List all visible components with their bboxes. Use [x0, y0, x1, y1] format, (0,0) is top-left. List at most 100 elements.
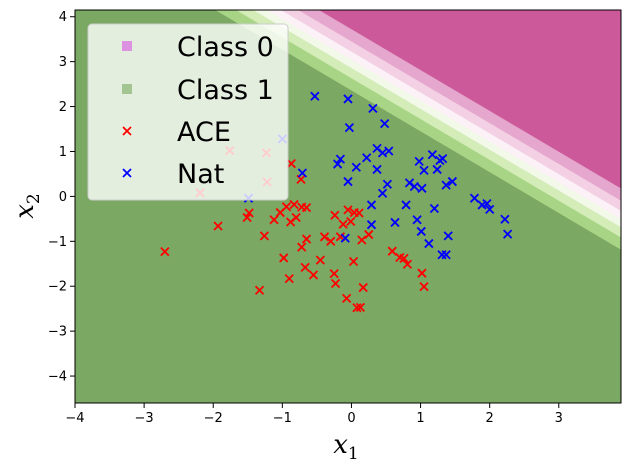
point-nat — [424, 238, 434, 249]
point-nat — [412, 215, 422, 225]
point-nat — [427, 149, 437, 160]
point-ace — [417, 268, 427, 278]
point-nat — [469, 193, 480, 203]
x-tick-label: −3 — [135, 411, 154, 426]
point-ace — [286, 158, 296, 169]
y-axis-label: x2 — [10, 193, 44, 219]
y-axis-label-main: x — [10, 204, 40, 219]
point-nat — [379, 118, 390, 129]
point-nat — [366, 220, 377, 230]
point-nat — [362, 153, 372, 163]
point-ace — [289, 199, 299, 210]
point-nat — [419, 165, 429, 175]
point-ace — [279, 253, 289, 263]
point-ace — [301, 234, 312, 244]
legend-label: Class 1 — [177, 75, 274, 106]
point-ace — [357, 235, 367, 245]
x-axis-label: x1 — [333, 430, 359, 464]
decision-band-5 — [280, 10, 621, 211]
y-tick-label: 3 — [59, 55, 67, 70]
decision-band-3 — [253, 10, 621, 228]
point-nat — [310, 91, 320, 101]
decision-band-7 — [318, 10, 621, 189]
point-ace — [301, 202, 312, 213]
point-nat — [377, 148, 388, 158]
point-nat — [443, 231, 453, 241]
point-ace — [358, 282, 368, 293]
point-nat — [438, 154, 448, 164]
point-nat — [485, 204, 495, 215]
legend: Class 0 Class 1 ACE Nat — [87, 23, 289, 201]
point-nat — [340, 233, 350, 243]
y-tick-label: −4 — [48, 370, 67, 385]
point-ace — [402, 259, 413, 269]
point-ace — [244, 208, 254, 218]
point-ace — [326, 236, 336, 246]
legend-marker-class-0 — [122, 41, 132, 51]
point-ace — [338, 219, 348, 229]
point-nat — [382, 179, 393, 189]
data-points — [160, 91, 513, 313]
y-axis-label-subscript: 2 — [24, 193, 44, 204]
point-nat — [503, 229, 513, 239]
point-ace — [330, 278, 341, 289]
point-nat — [447, 176, 457, 187]
point-nat — [351, 162, 361, 172]
point-nat — [366, 200, 377, 210]
plot-frame — [74, 9, 622, 404]
point-ace — [315, 255, 325, 265]
point-ace — [269, 215, 279, 225]
point-ace — [387, 246, 397, 256]
point-nat — [343, 94, 353, 104]
point-nat — [335, 154, 346, 164]
x-tick-label: −2 — [204, 411, 223, 426]
point-ace — [291, 212, 301, 223]
point-ace — [364, 229, 374, 240]
decision-band-1 — [215, 10, 621, 250]
point-ace — [329, 269, 339, 279]
point-nat — [368, 103, 378, 113]
point-ace — [308, 270, 319, 280]
point-ace — [319, 232, 330, 242]
x-tick-label: 0 — [347, 411, 355, 426]
x-tick-label: −1 — [273, 411, 292, 426]
x-tick-label: 1 — [416, 411, 424, 426]
axis-ticks: −4 −3 −2 −1 0 1 2 3 −4 −3 −2 −1 0 1 2 3 4 — [48, 10, 563, 426]
point-nat — [500, 214, 510, 224]
y-tick-label: −3 — [48, 325, 67, 340]
x-tick-label: 2 — [486, 411, 494, 426]
point-nat — [332, 159, 343, 169]
decision-band-6 — [298, 10, 621, 201]
point-ace — [160, 247, 170, 257]
point-nat — [432, 164, 442, 175]
legend-label: Nat — [177, 159, 224, 190]
y-tick-label: 0 — [59, 190, 67, 205]
point-ace — [354, 208, 364, 218]
point-ace — [352, 303, 362, 313]
point-ace — [343, 205, 353, 215]
legend-marker-class-1 — [122, 84, 132, 94]
legend-label: Class 0 — [177, 32, 274, 63]
x-axis-label-subscript: 1 — [348, 444, 359, 464]
x-tick-label: 3 — [555, 411, 563, 426]
y-tick-label: 1 — [59, 145, 67, 160]
point-nat — [417, 183, 427, 193]
point-nat — [343, 176, 353, 187]
legend-box — [87, 23, 289, 201]
point-nat — [297, 168, 308, 178]
decision-band-4 — [266, 10, 621, 220]
point-ace — [399, 253, 409, 264]
point-ace — [341, 293, 352, 303]
point-nat — [409, 181, 419, 192]
point-ace — [297, 242, 307, 252]
point-nat — [344, 123, 355, 133]
point-nat — [384, 146, 394, 156]
point-ace — [348, 256, 359, 267]
y-tick-label: −2 — [48, 280, 67, 295]
point-nat — [377, 188, 388, 198]
point-nat — [390, 217, 400, 228]
point-ace — [419, 282, 429, 292]
point-ace — [355, 302, 366, 312]
point-ace — [213, 221, 223, 231]
